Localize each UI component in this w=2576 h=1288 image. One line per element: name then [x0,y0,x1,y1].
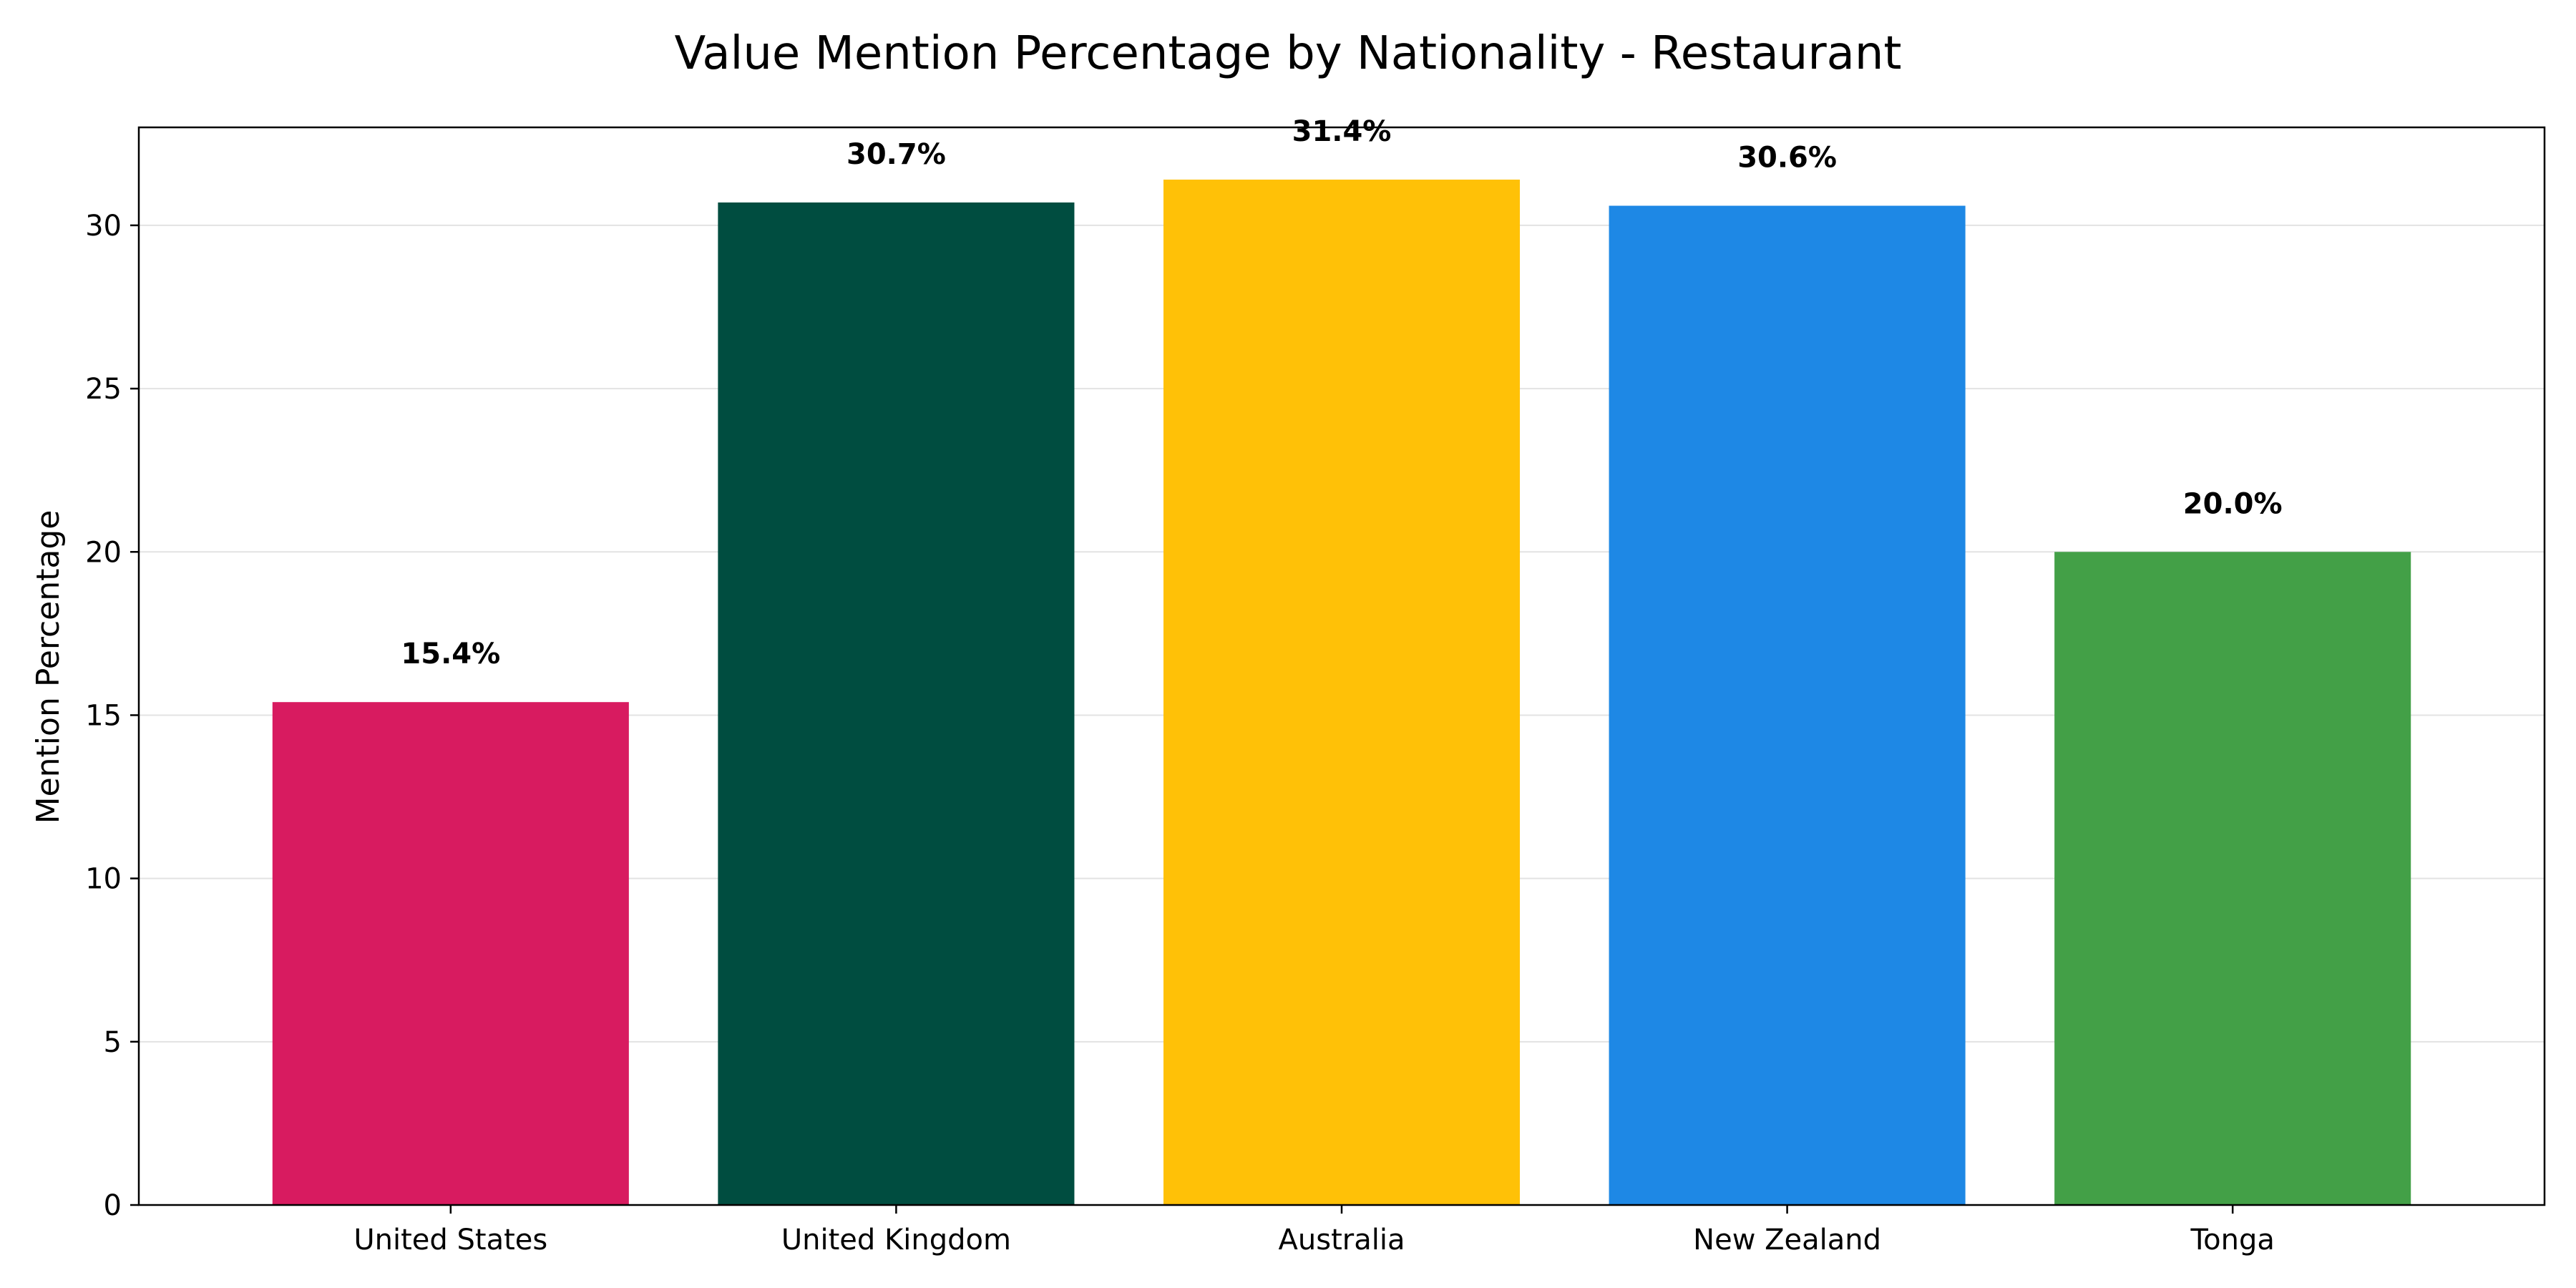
y-axis-ticks: 0 5 10 15 20 25 30 [85,210,139,1222]
data-label: 30.6% [1737,142,1837,175]
data-label: 30.7% [847,138,946,171]
data-label: 31.4% [1292,115,1392,148]
x-tick-label: United Kingdom [781,1224,1011,1257]
plot-frame [137,126,2546,1206]
x-tick-label: New Zealand [1693,1224,1881,1257]
y-tick-label: 30 [85,210,122,243]
bar [1609,205,1966,1205]
x-tick-label: Tonga [2190,1224,2274,1257]
x-tick-label: United States [353,1224,547,1257]
data-labels: 15.4% 30.7% 31.4% 30.6% 20.0% [401,115,2282,670]
data-label: 15.4% [401,638,500,670]
chart-title: Value Mention Percentage by Nationality … [675,27,1902,80]
y-tick-label: 15 [85,699,122,732]
bar [2054,552,2411,1205]
y-axis-label: Mention Percentage [30,510,67,824]
bar [272,702,629,1205]
bar [718,202,1075,1205]
x-axis-ticks: United States United Kingdom Australia New … [353,1205,2275,1257]
bar [1163,180,1521,1205]
y-tick-label: 20 [85,536,122,569]
y-tick-label: 0 [104,1189,122,1222]
bars [272,180,2411,1205]
y-tick-label: 10 [85,863,122,896]
y-tick-label: 25 [85,373,122,406]
x-tick-label: Australia [1279,1224,1405,1257]
data-label: 20.0% [2183,487,2283,520]
y-tick-label: 5 [104,1026,122,1059]
